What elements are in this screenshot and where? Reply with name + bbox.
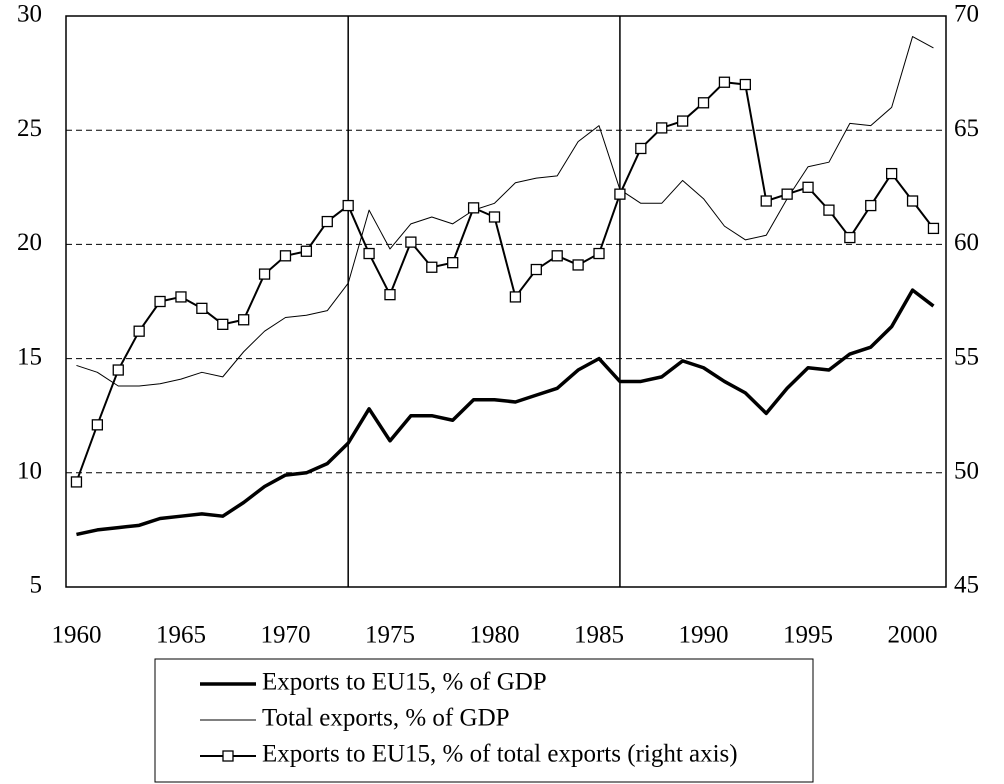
x-tick-label: 1960 [51, 622, 101, 649]
x-tick-label: 1995 [783, 622, 833, 649]
marker [676, 115, 689, 127]
plot-frame [65, 15, 947, 588]
y2-tick-label: 55 [954, 343, 979, 370]
y-tick-label: 30 [17, 1, 42, 28]
marker [238, 314, 250, 326]
x-tick-label: 1965 [156, 622, 206, 649]
marker [697, 97, 710, 109]
marker [635, 142, 647, 155]
marker [447, 257, 459, 269]
series-line [76, 36, 934, 387]
marker [488, 211, 501, 223]
y-tick-label: 15 [17, 343, 42, 370]
marker [802, 181, 814, 193]
legend-marker [222, 750, 234, 762]
marker [906, 195, 919, 207]
y-tick-label: 25 [17, 115, 42, 142]
legend-label: Exports to EU15, % of GDP [262, 669, 547, 696]
y2-tick-label: 50 [954, 458, 979, 485]
marker [384, 288, 396, 301]
marker [300, 245, 313, 257]
marker [509, 291, 522, 303]
marker [927, 222, 940, 235]
marker [133, 325, 145, 337]
y-tick-label: 20 [17, 229, 42, 256]
marker [718, 76, 731, 88]
marker [614, 188, 626, 200]
x-tick-label: 2000 [888, 622, 938, 649]
y2-tick-label: 60 [954, 229, 979, 256]
marker [656, 122, 668, 134]
marker [196, 302, 208, 315]
marker [865, 199, 877, 212]
marker [175, 291, 187, 303]
series-line [75, 81, 935, 483]
marker [551, 250, 563, 262]
marker [70, 476, 83, 488]
marker [91, 419, 104, 431]
x-tick-label: 1990 [679, 622, 729, 649]
marker [572, 259, 584, 271]
y-tick-label: 5 [30, 572, 43, 599]
marker [154, 295, 166, 308]
marker [739, 78, 751, 91]
marker [321, 215, 333, 228]
marker [844, 231, 856, 244]
marker [781, 188, 793, 200]
marker [363, 247, 375, 260]
legend-box [154, 658, 814, 783]
marker [342, 199, 354, 212]
marker [760, 195, 772, 207]
series-line [76, 288, 935, 537]
marker [467, 202, 480, 214]
x-tick-label: 1985 [574, 622, 624, 649]
x-tick-label: 1980 [470, 622, 520, 649]
marker [279, 250, 292, 262]
marker [112, 364, 124, 376]
y2-tick-label: 45 [954, 572, 979, 599]
y2-tick-label: 70 [954, 1, 979, 28]
x-tick-label: 1975 [365, 622, 415, 649]
marker [405, 236, 417, 248]
marker [258, 268, 271, 280]
marker [217, 318, 229, 330]
y2-tick-label: 65 [954, 115, 979, 142]
marker [886, 167, 898, 180]
marker [426, 261, 438, 273]
y-tick-label: 10 [17, 458, 42, 485]
legend-label: Total exports, % of GDP [262, 705, 510, 732]
marker [823, 204, 835, 216]
marker [593, 247, 605, 260]
marker [530, 263, 542, 276]
legend-label: Exports to EU15, % of total exports (rig… [262, 741, 738, 768]
x-tick-label: 1970 [260, 622, 310, 649]
